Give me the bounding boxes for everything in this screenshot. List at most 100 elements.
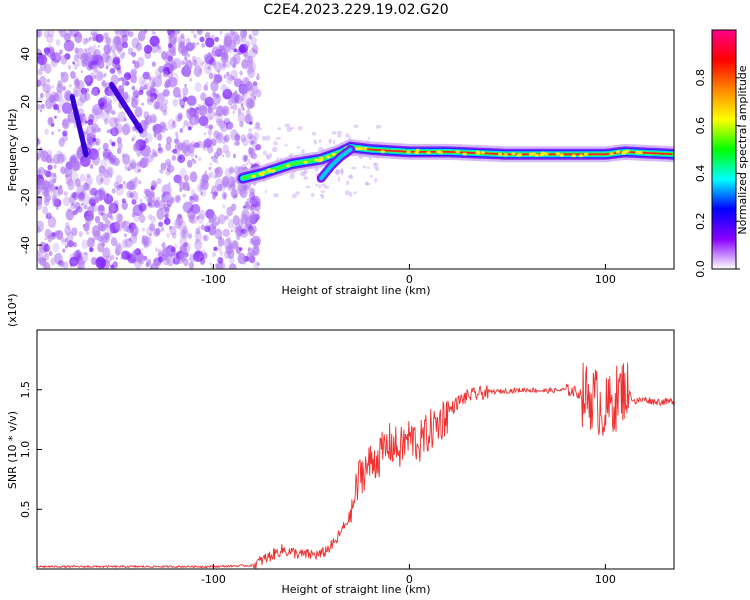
heatmap-noise-cell <box>65 222 70 229</box>
heatmap-noise-cell <box>115 174 123 185</box>
heatmap-noise-cell <box>93 134 96 138</box>
heatmap-noise-cell <box>83 182 89 190</box>
heatmap-noise-cell <box>135 42 143 52</box>
heatmap-noise-cell <box>237 252 246 265</box>
heatmap-noise-cell <box>121 30 127 35</box>
heatmap-noise-cell <box>61 102 73 114</box>
heatmap-noise-cell <box>165 168 171 176</box>
colorbar-tick-label: 0.0 <box>694 260 707 278</box>
heatmap-noise-cell <box>171 72 179 84</box>
heatmap-noise-cell <box>239 43 249 54</box>
heatmap-noise-cell <box>346 180 350 186</box>
heatmap-noise-cell <box>44 252 48 257</box>
heatmap-noise-cell <box>103 100 112 113</box>
heatmap-noise-cell <box>201 42 206 48</box>
heatmap-noise-cell <box>96 152 99 156</box>
heatmap-noise-cell <box>251 197 258 207</box>
heatmap-noise-cell <box>115 256 118 260</box>
heatmap-noise-cell <box>179 128 184 133</box>
heatmap-noise-cell <box>40 103 45 110</box>
heatmap-noise-cell <box>108 194 112 199</box>
heatmap-noise-cell <box>192 159 197 164</box>
heatmap-noise-cell <box>204 225 211 233</box>
heatmap-noise-cell <box>91 257 97 265</box>
heatmap-noise-cell <box>224 215 229 221</box>
heatmap-noise-cell <box>48 44 51 48</box>
heatmap-noise-cell <box>158 121 167 133</box>
heatmap-noise-cell <box>182 96 188 102</box>
heatmap-noise-cell <box>215 132 224 144</box>
heatmap-noise-cell <box>147 192 156 203</box>
heatmap-noise-cell <box>102 32 108 40</box>
heatmap-noise-cell <box>104 103 108 108</box>
heatmap-noise-cell <box>186 108 195 120</box>
heatmap-noise-cell <box>79 92 88 103</box>
heatmap-noise-cell <box>301 148 305 154</box>
heatmap-noise-cell <box>92 103 103 116</box>
heatmap-noise-cell <box>122 51 126 56</box>
heatmap-noise-cell <box>136 93 138 96</box>
heatmap-noise-cell <box>198 156 202 162</box>
heatmap-noise-cell <box>205 37 215 48</box>
x-tick-label: 0 <box>406 573 413 586</box>
heatmap-noise-cell <box>222 88 233 100</box>
heatmap-noise-cell <box>46 33 54 44</box>
heatmap-noise-cell <box>63 190 68 197</box>
spectral-ridge-core <box>360 147 673 156</box>
heatmap-noise-cell <box>172 120 176 125</box>
heatmap-noise-cell <box>53 104 60 111</box>
heatmap-noise-cell <box>224 86 231 96</box>
heatmap-noise-cell <box>114 220 124 232</box>
heatmap-noise-cell <box>179 167 187 179</box>
heatmap-noise-cell <box>107 168 113 175</box>
heatmap-noise-cell <box>167 118 176 130</box>
heatmap-noise-cell <box>183 174 189 182</box>
heatmap-noise-cell <box>69 194 76 205</box>
heatmap-noise-cell <box>166 79 172 87</box>
heatmap-noise-cell <box>230 92 239 105</box>
heatmap-noise-cell <box>233 78 243 88</box>
heatmap-peak-cell <box>511 152 516 156</box>
heatmap-noise-cell <box>143 140 147 144</box>
heatmap-noise-cell <box>234 133 240 142</box>
heatmap-noise-cell <box>241 137 249 147</box>
colorbar: 0.0 0.2 0.4 0.6 0.8 Normalized spectral ampl… <box>694 29 749 278</box>
heatmap-noise-cell <box>221 83 227 93</box>
heatmap-peak-cell <box>314 158 319 162</box>
heatmap-noise-cell <box>69 256 79 267</box>
heatmap-noise-cell <box>222 144 229 154</box>
heatmap-noise-cell <box>64 237 68 243</box>
heatmap-noise-cell <box>80 70 84 74</box>
heatmap-noise-cell <box>90 72 95 79</box>
heatmap-noise-cell <box>86 132 91 138</box>
heatmap-noise-cell <box>91 123 99 134</box>
heatmap-noise-cell <box>214 112 218 117</box>
heatmap-noise-cell <box>211 138 217 147</box>
heatmap-noise-cell <box>76 60 82 67</box>
heatmap-noise-cell <box>72 61 76 65</box>
heatmap-noise-cell <box>94 70 103 81</box>
heatmap-noise-cell <box>208 166 212 171</box>
heatmap-noise-cell <box>217 69 221 74</box>
heatmap-noise-cell <box>50 95 57 104</box>
heatmap-noise-cell <box>222 154 225 158</box>
heatmap-noise-cell <box>146 90 153 97</box>
heatmap-noise-cell <box>313 167 320 172</box>
heatmap-noise-cell <box>241 105 245 110</box>
heatmap-noise-cell <box>252 81 258 87</box>
heatmap-noise-cell <box>166 255 175 267</box>
heatmap-peak-cell <box>544 152 549 156</box>
heatmap-noise-cell <box>169 66 174 73</box>
heatmap-noise-cell <box>224 167 232 178</box>
heatmap-noise-cell <box>122 82 125 86</box>
heatmap-noise-cell <box>47 116 54 126</box>
snr-plot-area <box>37 362 674 569</box>
colorbar-tick-label: 0.2 <box>694 212 707 230</box>
heatmap-noise-cell <box>46 78 50 83</box>
heatmap-noise-cell <box>231 76 236 81</box>
heatmap-noise-cell <box>104 37 109 44</box>
heatmap-noise-cell <box>156 177 162 185</box>
heatmap-noise-cell <box>123 233 127 238</box>
heatmap-noise-cell <box>220 120 228 133</box>
heatmap-noise-cell <box>321 183 326 186</box>
